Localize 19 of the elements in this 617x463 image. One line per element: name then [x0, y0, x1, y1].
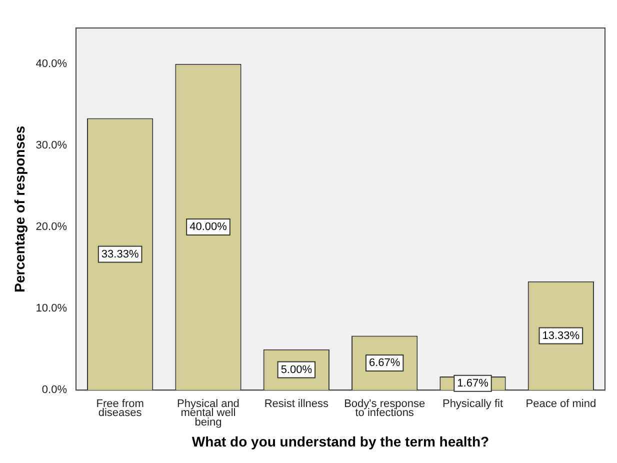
x-tick-label: Resist illness — [264, 398, 329, 410]
y-tick-label: 0.0% — [42, 384, 68, 396]
data-label: 6.67% — [368, 356, 400, 369]
data-label: 33.33% — [101, 248, 139, 260]
x-tick-label: Physically fit — [442, 398, 504, 410]
x-tick-label: Peace of mind — [526, 398, 596, 410]
y-tick-label: 30.0% — [36, 139, 68, 152]
y-tick-label: 20.0% — [36, 221, 68, 234]
data-label: 40.00% — [190, 221, 228, 234]
x-axis-title: What do you understand by the term health? — [192, 433, 490, 450]
x-tick-label: Body's response to infections — [344, 398, 426, 420]
x-tick-label: Physical and mental well being — [177, 398, 240, 429]
data-label: 5.00% — [280, 364, 312, 376]
y-axis-title: Percentage of responses — [11, 126, 28, 292]
y-tick-label: 10.0% — [36, 302, 68, 315]
x-tick-label: Free from diseases — [96, 398, 144, 420]
data-label: 1.67% — [457, 377, 489, 390]
data-label: 13.33% — [542, 330, 580, 342]
y-tick-label: 40.0% — [36, 58, 68, 70]
